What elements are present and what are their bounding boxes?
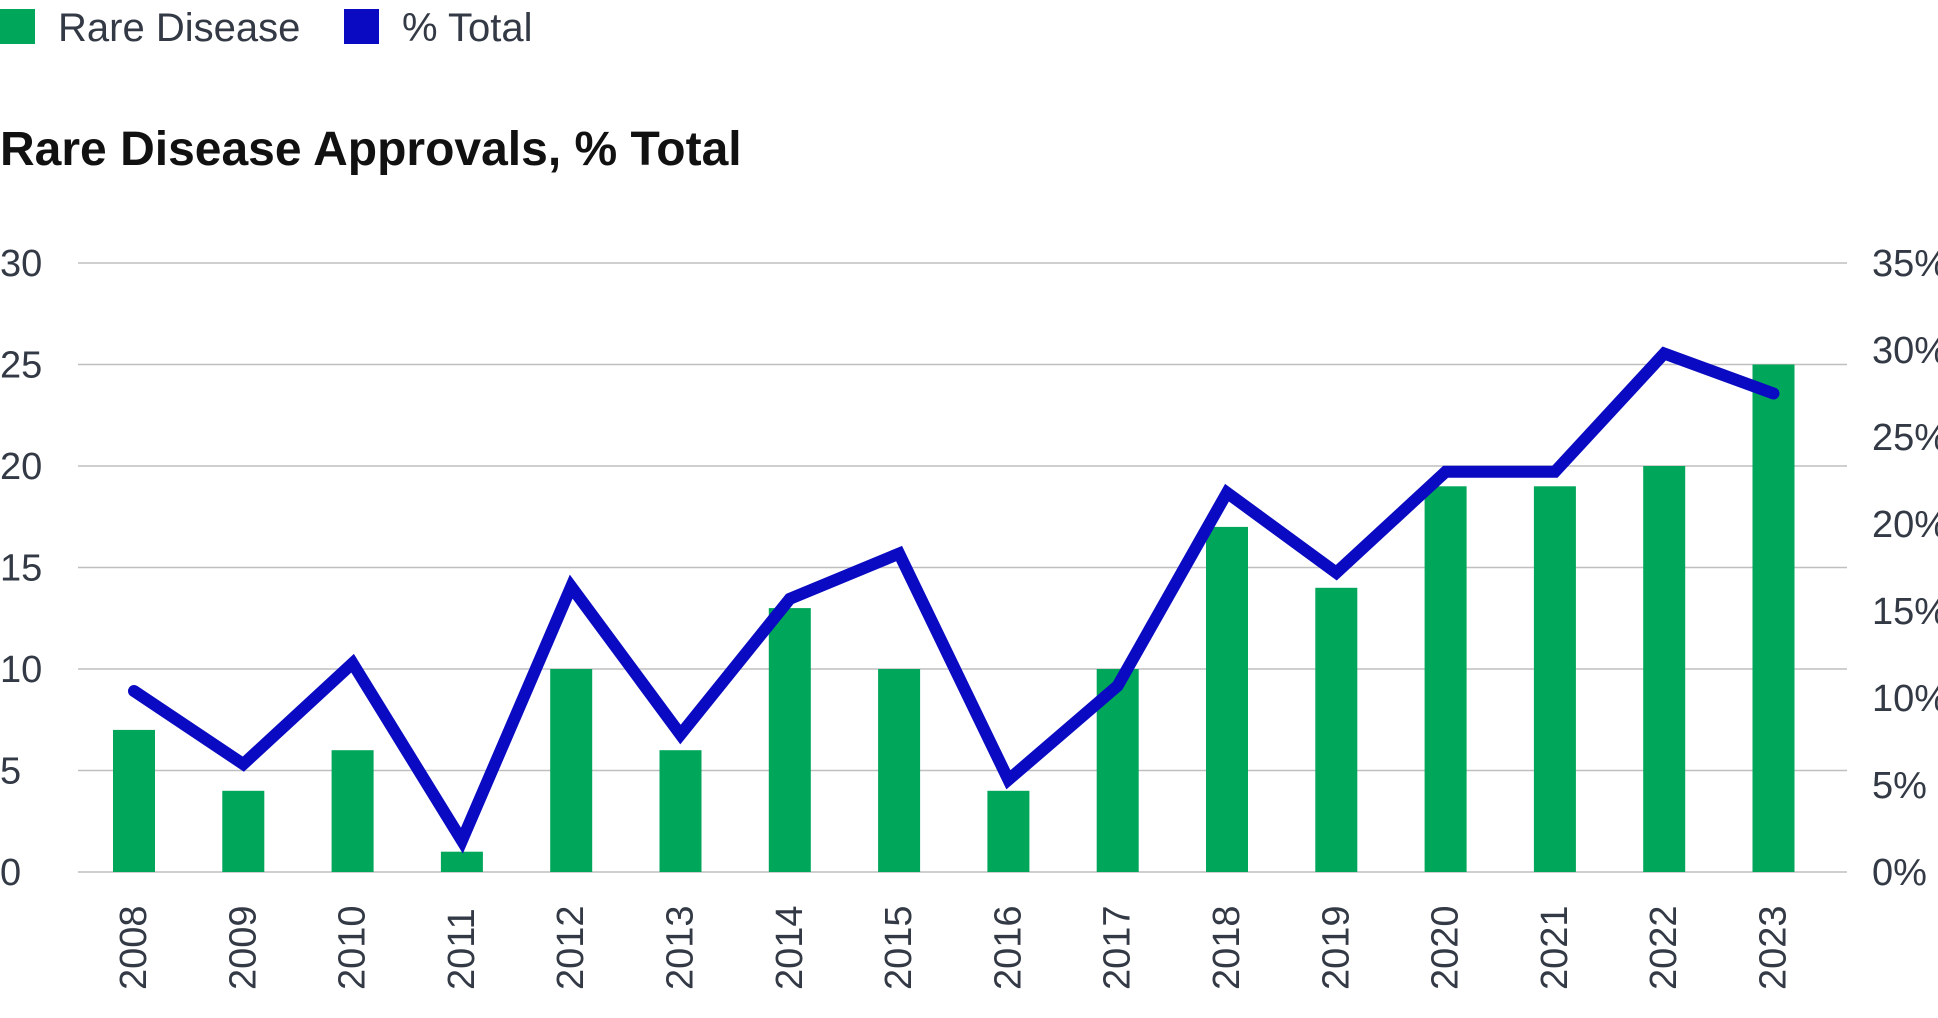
x-tick-label-2021: 2021 <box>1534 905 1576 990</box>
bar-2020 <box>1424 486 1467 872</box>
bar-2015 <box>878 669 921 872</box>
x-tick-label-2016: 2016 <box>987 905 1029 990</box>
x-tick-label-2020: 2020 <box>1425 905 1467 990</box>
bar-2023 <box>1752 364 1795 872</box>
y-left-tick-label: 5 <box>0 751 21 793</box>
legend-item-pct-total: % Total <box>344 6 532 50</box>
y-right-tick-label: 10% <box>1872 678 1938 720</box>
x-tick-label-2009: 2009 <box>222 905 264 990</box>
legend: Rare Disease % Total <box>0 6 532 50</box>
x-tick-label-2010: 2010 <box>332 905 374 990</box>
bar-2022 <box>1643 466 1686 872</box>
bar-2014 <box>768 608 811 872</box>
line-series <box>128 346 1780 854</box>
x-tick-label-2023: 2023 <box>1753 905 1795 990</box>
x-tick-label-2018: 2018 <box>1206 905 1248 990</box>
y-right-tick-label: 30% <box>1872 330 1938 372</box>
bar-2018 <box>1206 526 1248 872</box>
bar-2009 <box>222 790 265 872</box>
y-left-tick-label: 25 <box>0 345 42 387</box>
y-left-tick-label: 0 <box>0 852 21 894</box>
y-left-tick-label: 15 <box>0 548 42 590</box>
x-tick-label-2022: 2022 <box>1643 905 1685 990</box>
x-tick-label-2012: 2012 <box>550 905 592 990</box>
y-right-tick-label: 25% <box>1872 417 1938 459</box>
y-right-tick-label: 15% <box>1872 591 1938 633</box>
x-tick-label-2008: 2008 <box>113 905 155 990</box>
y-left-tick-label: 20 <box>0 446 42 488</box>
bar-2012 <box>550 669 593 872</box>
legend-swatch-rare-disease <box>0 9 35 44</box>
bar-2016 <box>987 790 1030 872</box>
x-axis: 2008 2009 2010 2011 2012 2013 2014 2015 2016 2017… <box>113 905 1795 990</box>
x-tick-label-2013: 2013 <box>660 905 702 990</box>
y-right-tick-label: 20% <box>1872 504 1938 546</box>
y-axis-right: 0% 5% 10% 15% 20% 25% 30% 35% <box>1872 243 1938 894</box>
x-tick-label-2019: 2019 <box>1315 905 1357 990</box>
y-right-tick-label: 5% <box>1872 765 1927 807</box>
y-left-tick-label: 10 <box>0 649 42 691</box>
line-pct-total <box>128 346 1780 854</box>
chart-title: Rare Disease Approvals, % Total <box>0 123 742 176</box>
x-tick-label-2017: 2017 <box>1097 905 1139 990</box>
x-tick-label-2014: 2014 <box>769 905 811 990</box>
bars <box>113 364 1795 872</box>
legend-label-pct-total: % Total <box>402 6 532 50</box>
x-tick-label-2011: 2011 <box>441 908 483 990</box>
y-right-tick-label: 0% <box>1872 852 1927 894</box>
bar-2011 <box>440 851 483 872</box>
bar-2021 <box>1533 486 1576 872</box>
y-axis-left: 0 5 10 15 20 25 30 <box>0 243 42 894</box>
y-left-tick-label: 30 <box>0 243 42 285</box>
legend-label-rare-disease: Rare Disease <box>58 6 300 50</box>
y-right-tick-label: 35% <box>1872 243 1938 285</box>
bar-2010 <box>331 750 374 872</box>
bar-2013 <box>659 750 702 872</box>
legend-swatch-pct-total <box>344 9 379 44</box>
bar-2019 <box>1315 587 1358 872</box>
x-tick-label-2015: 2015 <box>878 905 920 990</box>
legend-item-rare-disease: Rare Disease <box>0 6 300 50</box>
bar-2008 <box>113 729 155 872</box>
